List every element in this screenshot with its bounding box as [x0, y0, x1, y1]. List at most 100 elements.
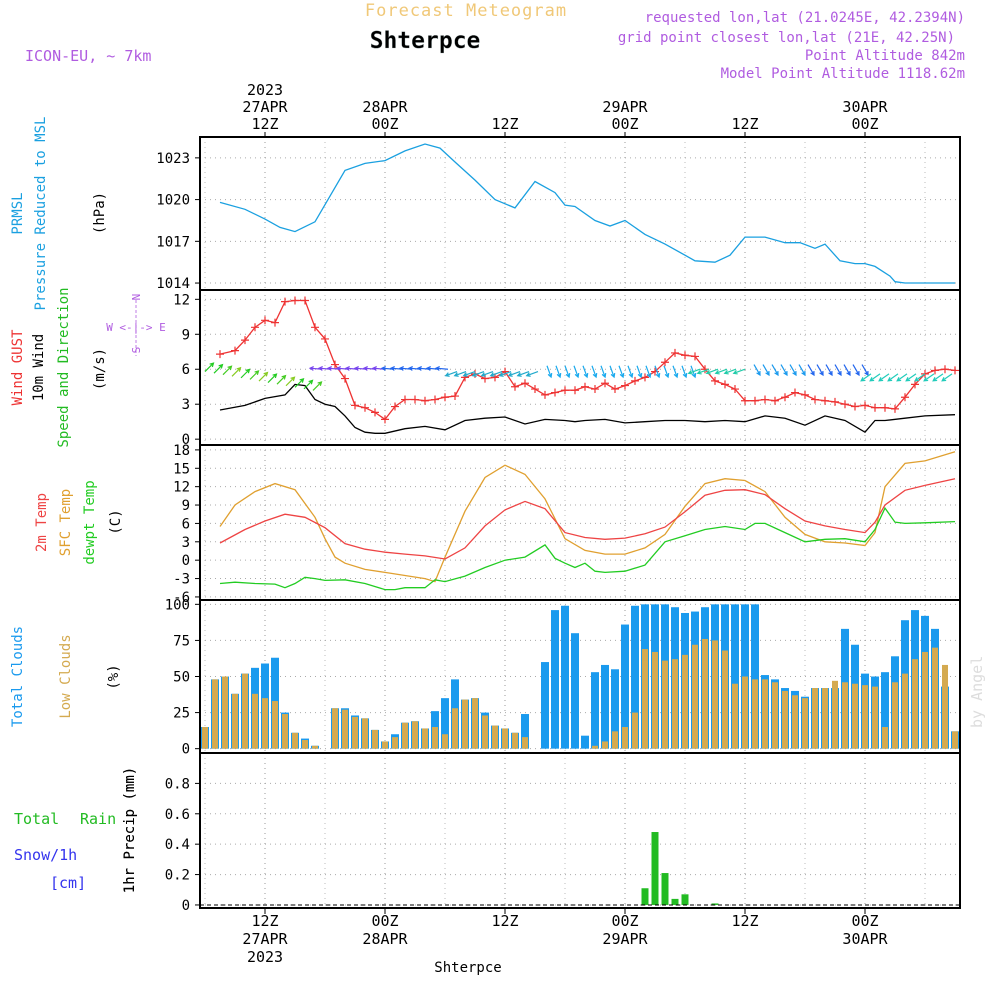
clouds-ytick-label: 100	[165, 597, 190, 613]
low-cloud-bar	[342, 709, 348, 749]
wind-plot-area	[200, 290, 960, 445]
clouds-ylabel: Total Clouds	[10, 626, 26, 727]
pressure-line	[219, 143, 955, 284]
low-cloud-bar	[522, 737, 528, 749]
low-cloud-bar	[302, 740, 308, 749]
wind-direction-arrow	[771, 364, 779, 377]
wind-direction-arrow	[267, 373, 278, 384]
low-cloud-bar	[662, 660, 668, 749]
time-label-bottom: 27APR	[242, 930, 288, 948]
rain-bar	[681, 894, 689, 905]
gust-marker	[371, 408, 379, 417]
gust-marker	[711, 376, 719, 385]
time-label-bottom: 28APR	[362, 930, 408, 948]
gust-marker	[821, 396, 829, 405]
low-cloud-bar	[352, 716, 358, 749]
time-label-top: 27APR	[242, 98, 288, 116]
low-cloud-bar	[742, 676, 748, 749]
time-label-bottom: 12Z	[731, 912, 758, 930]
low-cloud-bar	[752, 679, 758, 749]
clouds-ytick-label: 50	[173, 670, 190, 686]
gust-marker	[341, 374, 349, 383]
low-cloud-bar	[592, 745, 598, 749]
wind-direction-arrow	[546, 365, 553, 379]
wind-direction-arrow	[798, 364, 806, 377]
gust-marker	[281, 297, 289, 306]
low-cloud-bar	[672, 659, 678, 749]
temperature-ytick-label: 18	[173, 443, 190, 459]
wind-direction-arrow	[723, 368, 737, 375]
wind-direction-arrow	[878, 373, 890, 382]
rain-bar	[671, 898, 679, 905]
gust-marker	[671, 348, 679, 357]
gust-marker	[771, 396, 779, 405]
rain-bar	[711, 903, 719, 905]
gust-marker	[361, 403, 369, 412]
total-cloud-bar	[591, 672, 599, 749]
wind-direction-arrow	[887, 373, 899, 382]
precip-ytick-label: 0.6	[165, 807, 190, 823]
temperature-ytick-label: 0	[182, 553, 190, 569]
gust-marker	[351, 401, 359, 410]
gust-marker	[551, 388, 559, 397]
low-cloud-bar	[232, 693, 238, 749]
wind-direction-arrow	[905, 373, 917, 382]
wind-direction-arrow	[654, 365, 661, 379]
gust-marker	[751, 396, 759, 405]
pressure-plot-area	[200, 137, 960, 290]
wind-direction-arrow	[258, 371, 269, 382]
low-cloud-bar	[632, 712, 638, 749]
low-cloud-bar	[772, 682, 778, 749]
wind-direction-arrow	[303, 379, 314, 390]
low-cloud-bar	[452, 708, 458, 749]
compass-s: S	[130, 347, 143, 354]
snow-unit-label: [cm]	[50, 874, 86, 892]
rain-bar	[651, 832, 659, 905]
gust-marker	[871, 403, 879, 412]
temperature-ytick-label: 15	[173, 461, 190, 477]
wind-direction-arrow	[480, 371, 494, 377]
total-cloud-bar	[571, 633, 579, 749]
time-label-bottom: 29APR	[602, 930, 648, 948]
clouds-ytick-label: 0	[182, 742, 190, 758]
low-cloud-bar	[292, 732, 298, 749]
time-label-bottom: 30APR	[842, 930, 888, 948]
low-cloud-bar	[682, 654, 688, 749]
clouds-unit-label: (%)	[106, 664, 122, 689]
temperature-unit-label: (C)	[108, 509, 124, 534]
total-cloud-bar	[881, 672, 889, 749]
wind-direction-arrow	[860, 373, 872, 382]
gust-marker	[801, 390, 809, 399]
low-cloud-bar	[952, 731, 958, 749]
gust-marker	[231, 346, 239, 355]
clouds-ytick-label: 75	[173, 633, 190, 649]
low-cloud-bar	[282, 714, 288, 749]
temperature-ytick-label: -6	[173, 590, 190, 606]
wind-direction-arrow	[285, 376, 296, 387]
gust-marker	[571, 386, 579, 395]
wind-direction-arrow	[636, 365, 643, 379]
low-cloud-bar	[332, 708, 338, 749]
wind-direction-arrow	[681, 365, 688, 379]
wind-direction-arrow	[525, 371, 539, 377]
wind-direction-arrow	[444, 371, 458, 377]
rain-bar	[661, 873, 669, 905]
total-cloud-bar	[751, 604, 759, 749]
gust-marker	[591, 385, 599, 394]
low-cloud-bar	[622, 727, 628, 749]
gust-marker	[391, 402, 399, 411]
wind-direction-arrow	[453, 371, 467, 377]
clouds-ylabel: Low Clouds	[58, 634, 74, 718]
time-label-top: 2023	[247, 81, 283, 99]
snow-label: Snow/1h	[14, 846, 77, 864]
low-cloud-bar	[492, 725, 498, 749]
temperature-panel: -6 -3 0 3 6 9 12 15 18 2m Temp SFC Temp dewpt Temp (…	[34, 443, 960, 606]
low-cloud-bar	[462, 699, 468, 749]
wind-direction-arrow	[240, 368, 251, 379]
wind-direction-arrow	[471, 371, 485, 377]
gust-marker	[431, 395, 439, 404]
wind-direction-arrow	[294, 377, 305, 388]
low-cloud-bar	[252, 693, 258, 749]
precip-panel: 0 0.2 0.4 0.6 0.8 1hr Precip (mm)	[122, 753, 960, 914]
gust-marker	[901, 393, 909, 402]
